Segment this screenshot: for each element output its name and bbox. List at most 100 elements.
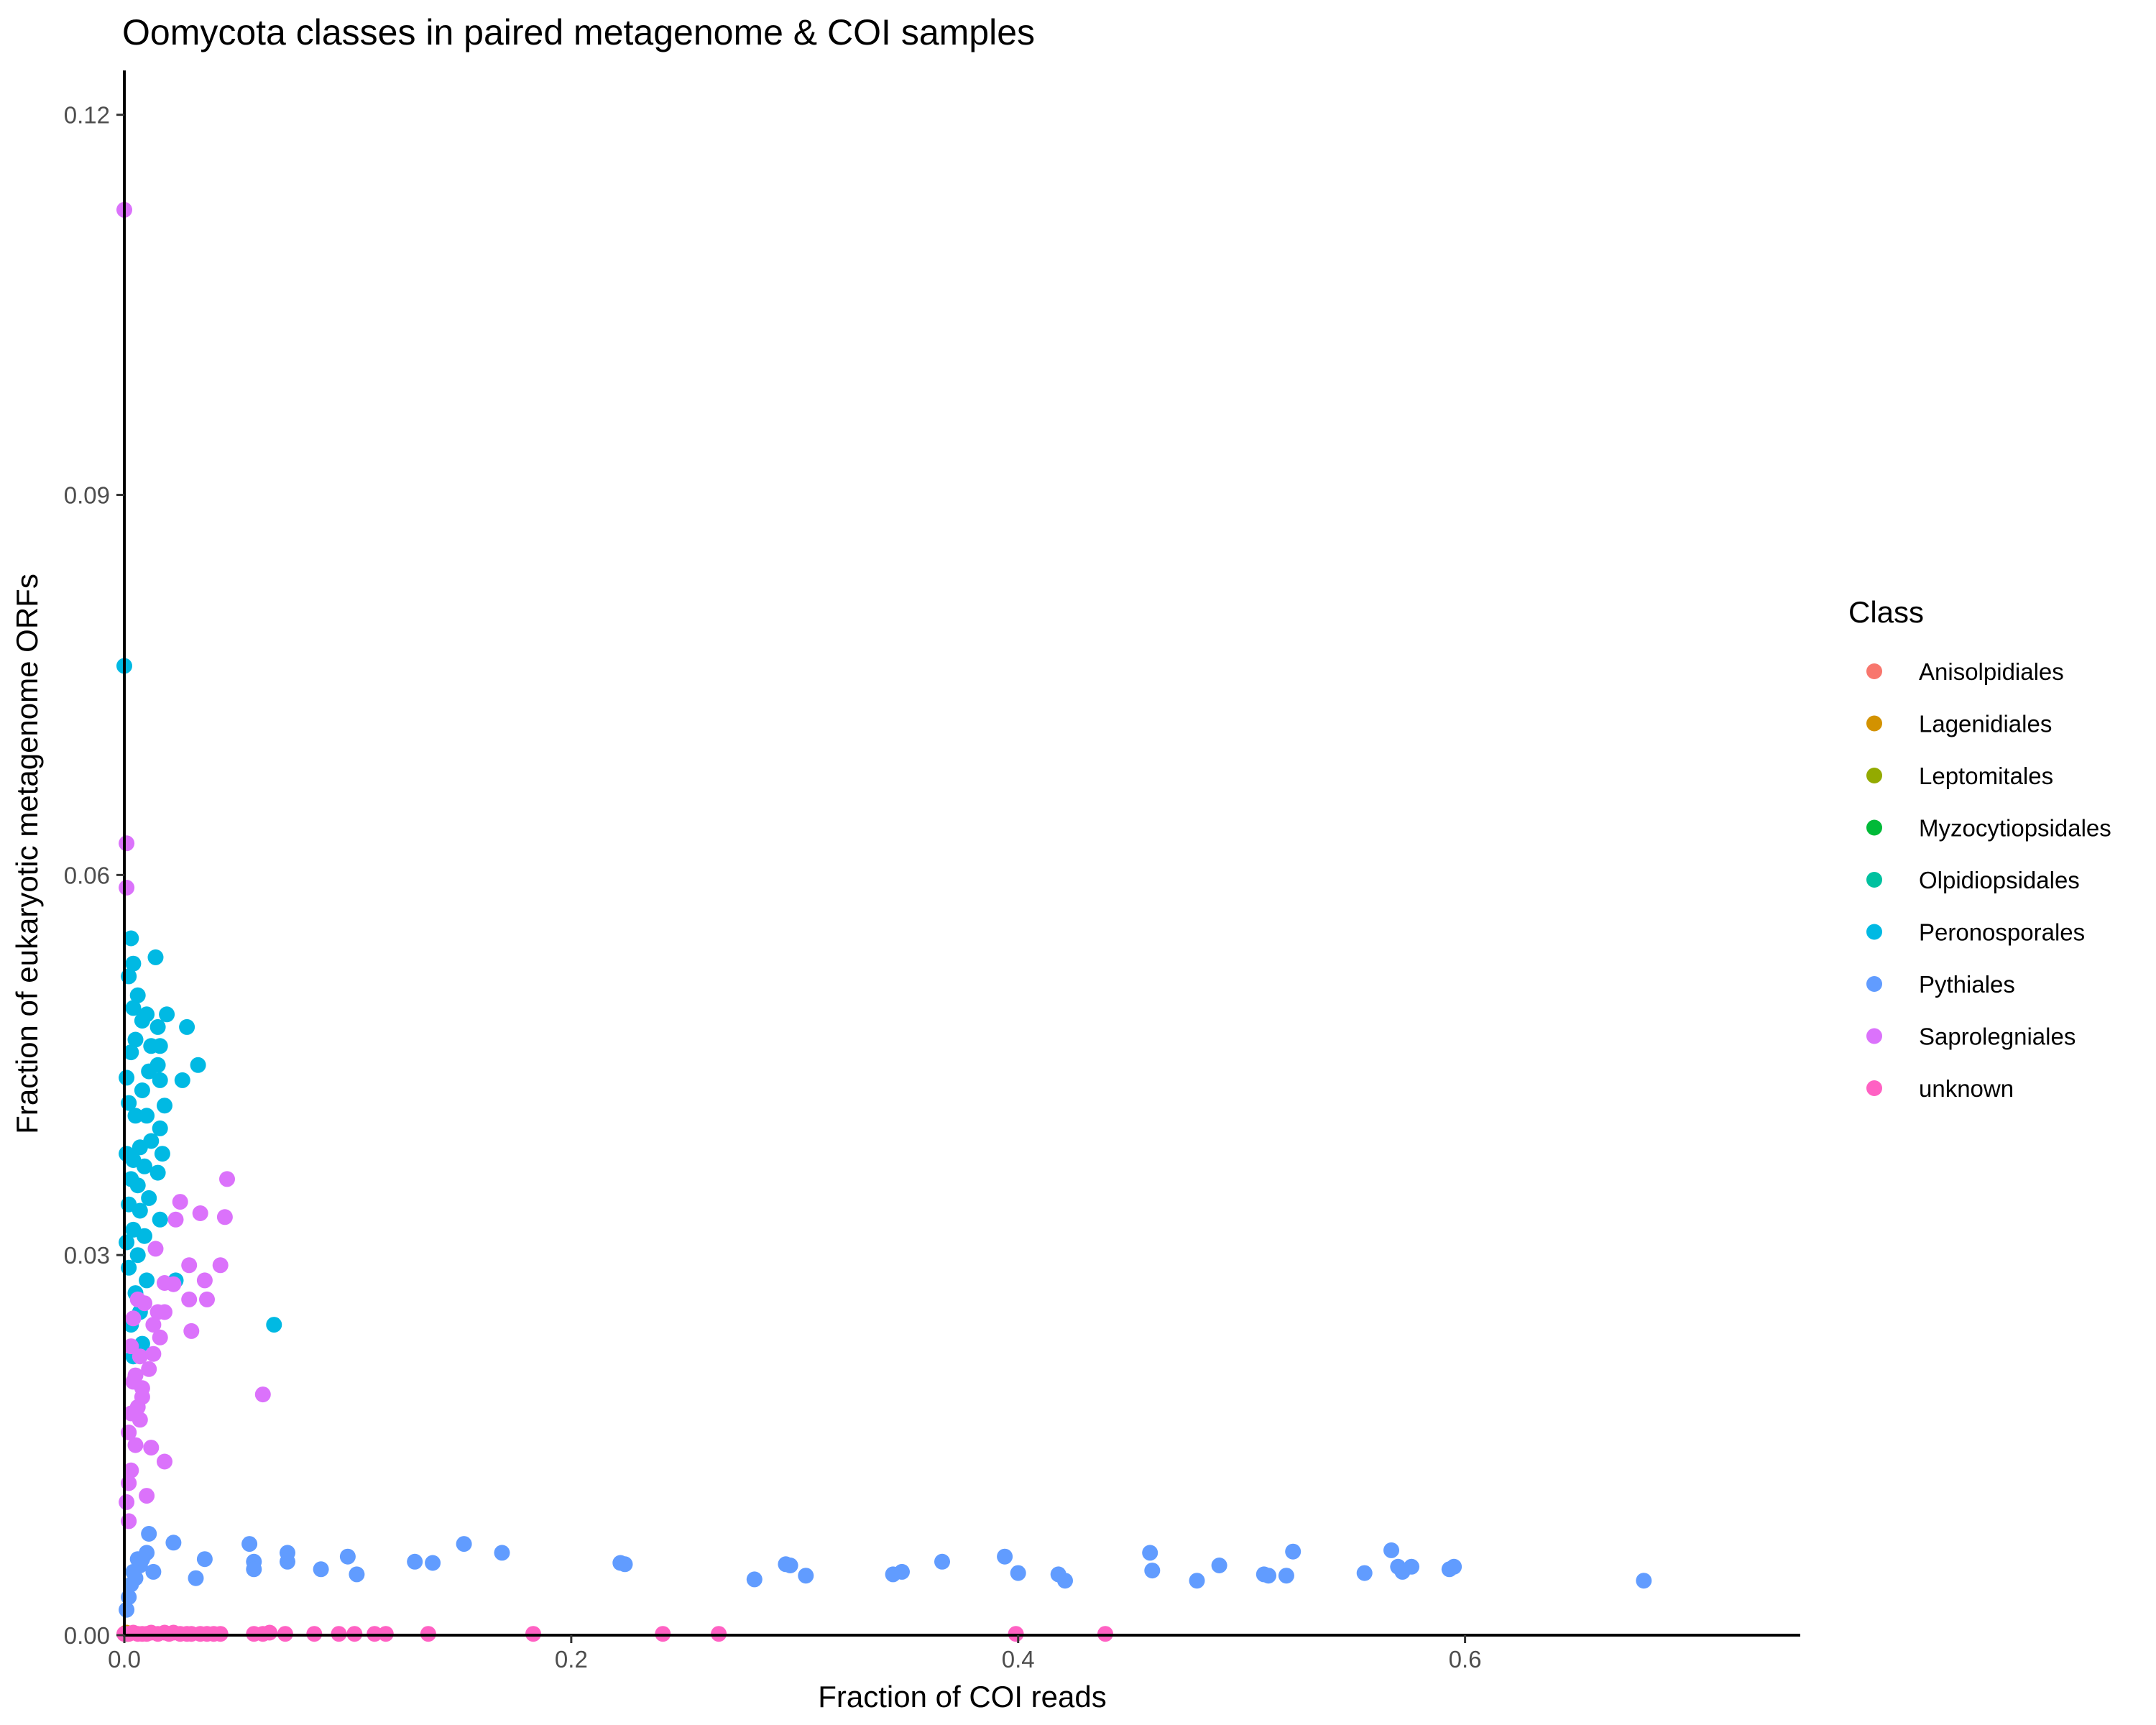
y-axis-ticks: 0.00 0.03 0.06 0.09 0.12: [64, 102, 124, 1649]
point-peronosporales-20: [174, 1072, 190, 1088]
point-peronosporales-43: [139, 1272, 155, 1289]
legend-key-unknown: [1866, 1080, 1882, 1096]
point-peronosporales-11: [134, 1013, 150, 1029]
point-peronosporales-34: [129, 1177, 146, 1194]
legend-item-pythiales: Pythiales: [1866, 971, 2015, 998]
point-unknown-20: [262, 1624, 278, 1641]
point-saprolegniales-15: [199, 1291, 215, 1307]
point-peronosporales-5: [125, 1000, 142, 1016]
point-pythiales-54: [1636, 1573, 1652, 1589]
legend-label-saprolegniales: Saprolegniales: [1919, 1024, 2076, 1050]
data-points: [116, 201, 1652, 1642]
point-saprolegniales-22: [145, 1346, 162, 1362]
point-pythiales-40: [1144, 1563, 1161, 1579]
point-peronosporales-53: [119, 1234, 135, 1251]
point-pythiales-4: [127, 1570, 144, 1586]
point-pythiales-25: [494, 1545, 510, 1561]
point-saprolegniales-9: [181, 1257, 198, 1274]
point-saprolegniales-41: [129, 1291, 146, 1307]
legend-key-olpidiopsidales: [1866, 872, 1882, 888]
legend-key-peronosporales: [1866, 924, 1882, 940]
point-peronosporales-4: [129, 987, 146, 1003]
legend-key-saprolegniales: [1866, 1028, 1882, 1044]
legend-item-anisolpidiales: Anisolpidiales: [1866, 658, 2064, 685]
y-tick-label-0: 0.00: [64, 1622, 110, 1649]
point-saprolegniales-44: [127, 1437, 144, 1453]
legend-key-pythiales: [1866, 976, 1882, 992]
point-saprolegniales-37: [139, 1488, 155, 1504]
legend: Anisolpidiales Lagenidiales Leptomitales My…: [1866, 658, 2111, 1102]
point-pythiales-48: [1383, 1542, 1399, 1558]
point-pythiales-10: [145, 1563, 162, 1580]
series-pythiales: [119, 1526, 1652, 1618]
point-peronosporales-37: [132, 1202, 148, 1219]
point-saprolegniales-14: [181, 1291, 198, 1307]
point-peronosporales-8: [159, 1006, 175, 1023]
point-saprolegniales-3: [219, 1171, 235, 1187]
point-peronosporales-18: [141, 1063, 157, 1080]
point-pythiales-19: [313, 1561, 329, 1578]
point-peronosporales-25: [127, 1108, 144, 1124]
point-pythiales-30: [782, 1558, 798, 1573]
y-tick-label-2: 0.06: [64, 862, 110, 888]
legend-label-leptomitales: Leptomitales: [1919, 763, 2053, 789]
point-pythiales-33: [894, 1563, 910, 1580]
point-saprolegniales-18: [157, 1304, 172, 1320]
point-saprolegniales-8: [147, 1241, 164, 1257]
point-pythiales-35: [997, 1548, 1013, 1565]
legend-item-leptomitales: Leptomitales: [1866, 763, 2053, 789]
point-peronosporales-21: [134, 1082, 150, 1098]
x-tick-label-3: 0.6: [1449, 1646, 1482, 1673]
point-peronosporales-41: [129, 1247, 146, 1264]
point-pythiales-23: [425, 1555, 441, 1571]
point-pythiales-39: [1142, 1545, 1158, 1561]
point-saprolegniales-35: [123, 1462, 139, 1478]
point-peronosporales-32: [149, 1164, 166, 1181]
point-pythiales-24: [456, 1536, 472, 1552]
point-pythiales-27: [617, 1556, 633, 1573]
point-peronosporales-1: [123, 930, 139, 947]
legend-label-lagenidiales: Lagenidiales: [1919, 711, 2052, 737]
point-pythiales-0: [119, 1601, 135, 1618]
point-saprolegniales-33: [143, 1440, 160, 1456]
y-tick-label-3: 0.09: [64, 482, 110, 509]
point-peronosporales-23: [157, 1098, 172, 1114]
y-tick-label-4: 0.12: [64, 102, 110, 129]
point-peronosporales-40: [137, 1228, 152, 1244]
series-saprolegniales: [116, 201, 271, 1530]
point-pythiales-41: [1189, 1573, 1205, 1589]
point-saprolegniales-27: [254, 1386, 271, 1403]
point-peronosporales-38: [152, 1211, 168, 1228]
point-saprolegniales-23: [132, 1348, 148, 1365]
point-peronosporales-9: [179, 1018, 195, 1035]
legend-label-anisolpidiales: Anisolpidiales: [1919, 658, 2064, 685]
point-pythiales-9: [141, 1526, 157, 1542]
point-peronosporales-6: [147, 949, 164, 965]
point-pythiales-13: [196, 1551, 213, 1568]
legend-key-leptomitales: [1866, 768, 1882, 783]
point-peronosporales-51: [119, 1146, 135, 1162]
legend-item-peronosporales: Peronosporales: [1866, 919, 2085, 946]
point-saprolegniales-2: [119, 880, 135, 896]
point-saprolegniales-13: [165, 1276, 182, 1292]
point-pythiales-38: [1057, 1573, 1073, 1589]
legend-item-unknown: unknown: [1866, 1075, 2014, 1102]
point-peronosporales-26: [152, 1120, 168, 1136]
point-peronosporales-52: [119, 1070, 135, 1086]
point-saprolegniales-10: [212, 1257, 229, 1274]
legend-key-myzocytiopsidales: [1866, 819, 1882, 836]
point-peronosporales-2: [125, 955, 142, 972]
x-tick-label-2: 0.4: [1002, 1646, 1035, 1673]
legend-label-peronosporales: Peronosporales: [1919, 919, 2085, 946]
legend-label-unknown: unknown: [1919, 1075, 2014, 1102]
point-pythiales-31: [798, 1568, 814, 1584]
point-saprolegniales-6: [216, 1209, 233, 1225]
point-saprolegniales-42: [123, 1338, 139, 1355]
point-saprolegniales-1: [119, 835, 135, 852]
point-saprolegniales-43: [134, 1380, 150, 1397]
point-peronosporales-14: [152, 1038, 168, 1054]
point-saprolegniales-5: [192, 1205, 208, 1221]
x-tick-label-1: 0.2: [555, 1646, 588, 1673]
